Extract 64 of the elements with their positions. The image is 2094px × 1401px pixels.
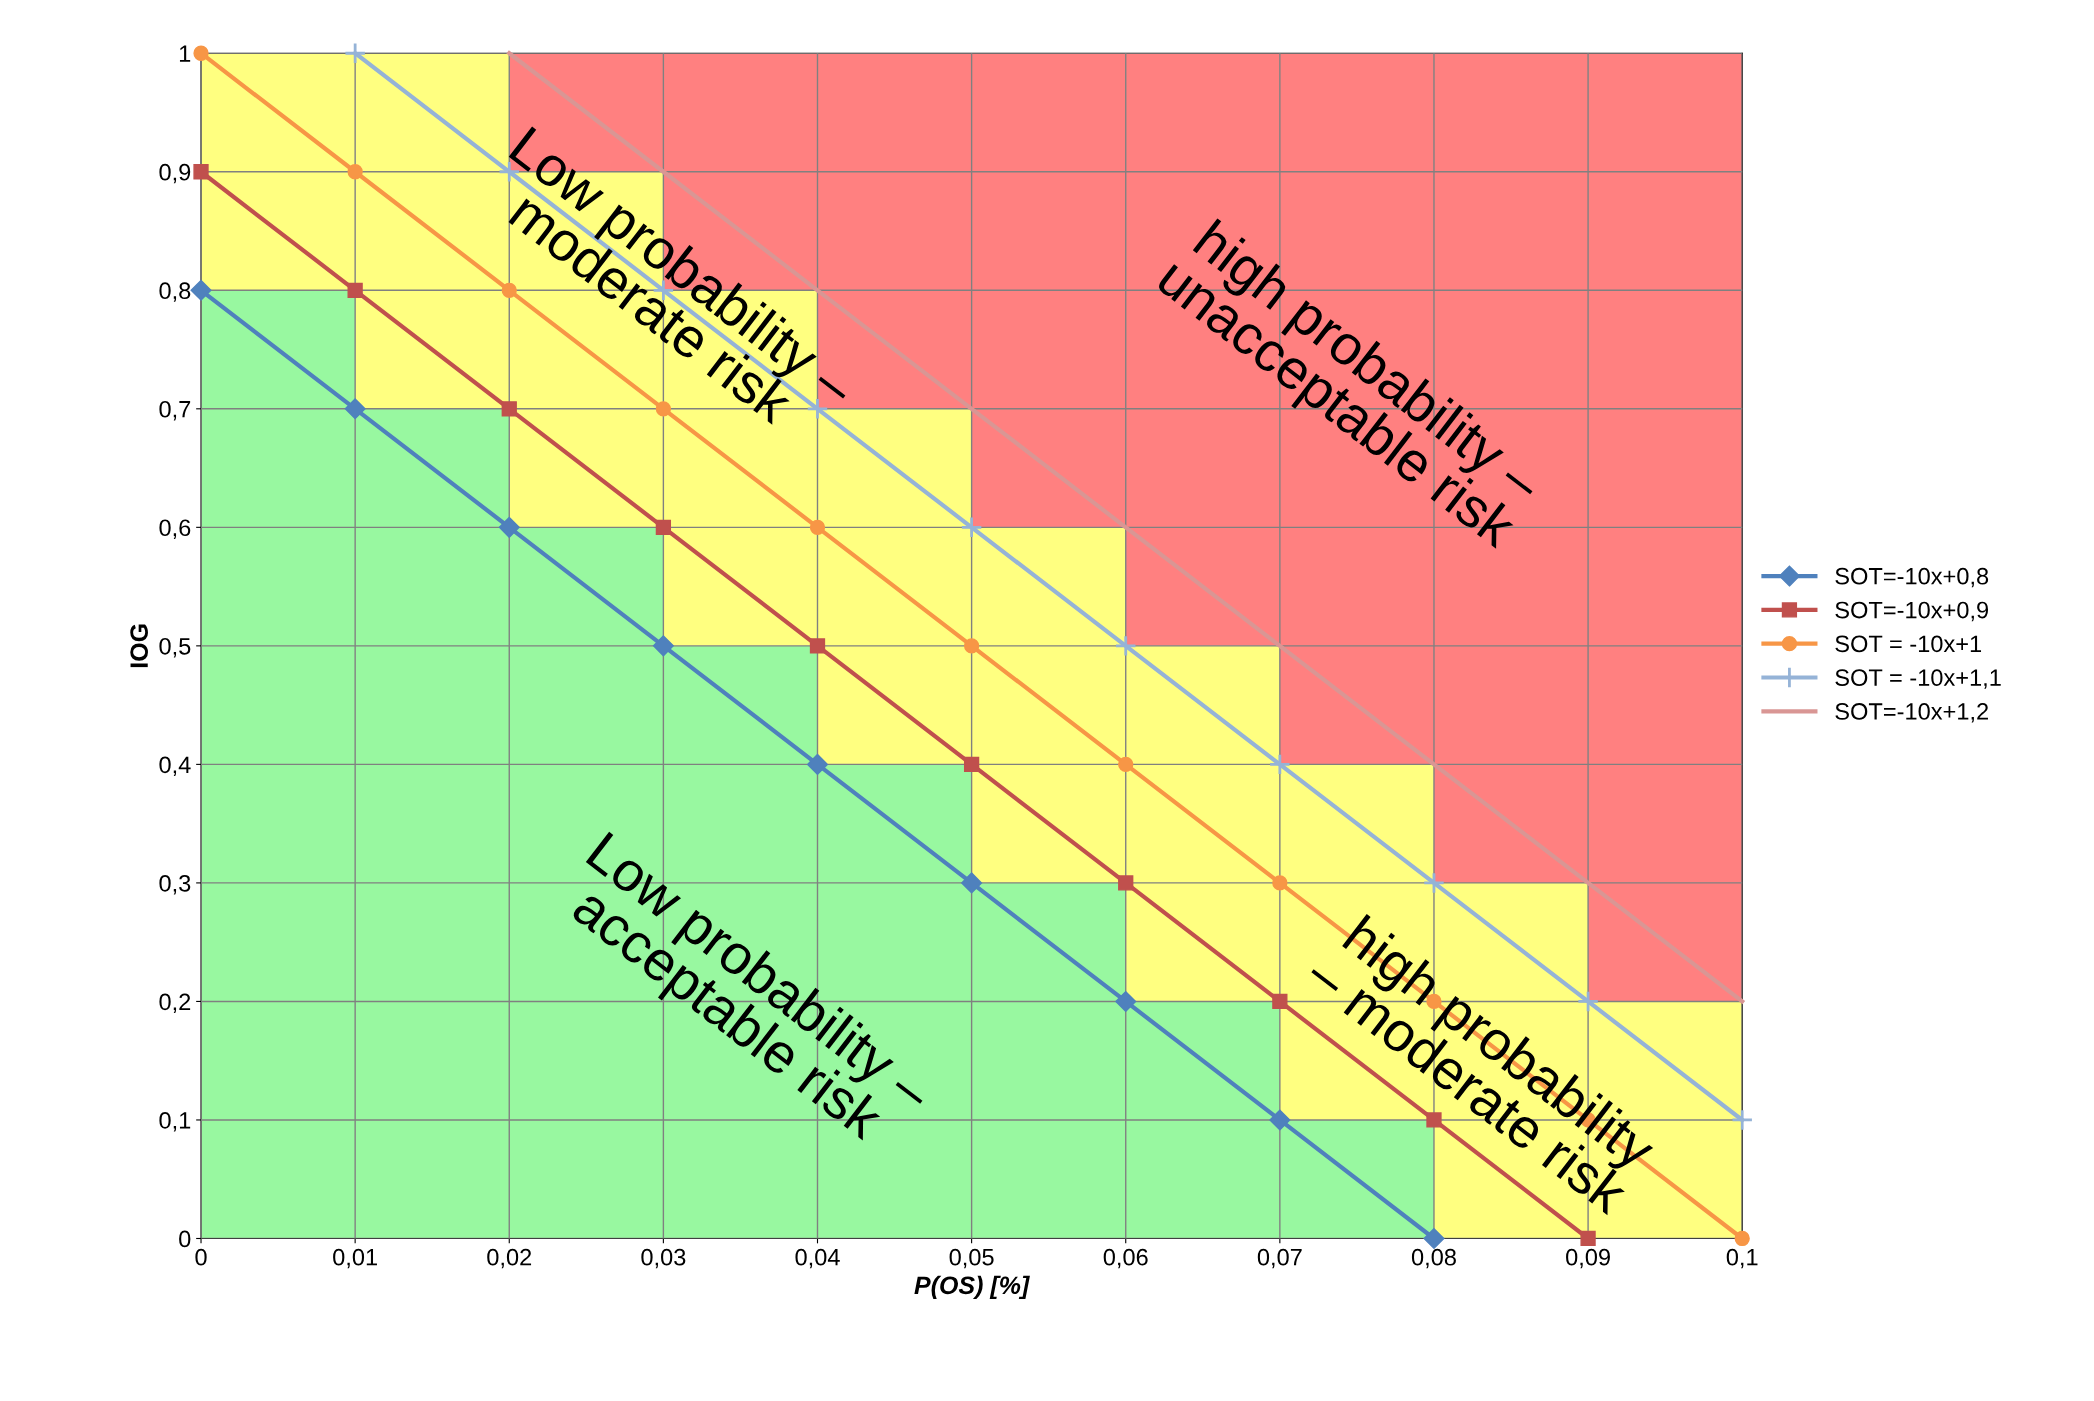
x-tick-label: 0,08: [1411, 1248, 1456, 1269]
y-tick-label: 0,9: [159, 163, 191, 184]
point: [655, 401, 672, 417]
point: [961, 872, 983, 894]
point: [1118, 756, 1134, 773]
x-axis-title: P(OS) [%]: [914, 1275, 1030, 1300]
point: [963, 638, 980, 654]
x-tick-label: 0,09: [1566, 1248, 1610, 1269]
point: [190, 279, 212, 301]
point: [960, 516, 983, 539]
point: [347, 282, 363, 298]
legend-label: SOT = -10x+1: [1835, 635, 1982, 653]
point: [963, 756, 980, 773]
y-tick-label: 0,1: [159, 1112, 191, 1132]
point: [806, 397, 829, 420]
point: [809, 519, 826, 535]
y-tick-label: 0,5: [159, 637, 191, 658]
point: [1272, 875, 1288, 891]
point: [652, 635, 674, 657]
point: [1423, 1227, 1445, 1249]
y-tick-label: 0,8: [159, 282, 191, 302]
point: [1269, 1109, 1291, 1131]
legend-label: SOT = -10x+1,1: [1835, 669, 2001, 689]
x-tick-label: 0: [195, 1248, 207, 1266]
point: [498, 516, 520, 538]
point: [1268, 753, 1291, 776]
point: [1118, 875, 1134, 891]
point: [806, 753, 829, 775]
point: [1272, 993, 1288, 1010]
point: [347, 164, 363, 180]
legend-label: SOT=-10x+1,2: [1835, 703, 1988, 723]
x-tick-label: 0,1: [1726, 1248, 1758, 1269]
y-axis-title: IOG: [130, 624, 148, 668]
point: [193, 164, 209, 180]
x-tick-label: 0,03: [641, 1248, 686, 1269]
point: [1580, 1230, 1596, 1247]
point: [655, 519, 672, 535]
y-tick-label: 0,4: [159, 756, 191, 776]
point: [1734, 1230, 1750, 1247]
x-tick-label: 0,04: [795, 1248, 840, 1269]
x-tick-label: 0,02: [487, 1248, 532, 1269]
legend-label: SOT=-10x+0,8: [1835, 567, 1989, 588]
point: [193, 45, 209, 61]
y-tick-label: 0,3: [159, 874, 191, 895]
y-tick-label: 1: [179, 45, 191, 62]
point: [501, 401, 517, 417]
bar: [201, 290, 356, 1239]
x-tick-label: 0,01: [333, 1248, 377, 1269]
point: [1115, 990, 1137, 1012]
legend-label: SOT=-10x+0,9: [1835, 601, 1989, 622]
point: [344, 42, 367, 65]
point: [1731, 1108, 1754, 1132]
y-tick-label: 0,6: [159, 519, 191, 539]
y-tick-label: 0,2: [159, 993, 191, 1014]
y-tick-label: 0,7: [159, 400, 191, 421]
x-tick-label: 0,05: [949, 1248, 994, 1269]
x-tick-label: 0,06: [1103, 1248, 1148, 1269]
point: [1114, 634, 1137, 657]
y-tick-label: 0: [179, 1230, 191, 1248]
bar: [201, 53, 356, 291]
point: [1422, 871, 1446, 895]
x-tick-label: 0,07: [1257, 1248, 1302, 1269]
point: [344, 398, 366, 420]
point: [809, 638, 826, 654]
